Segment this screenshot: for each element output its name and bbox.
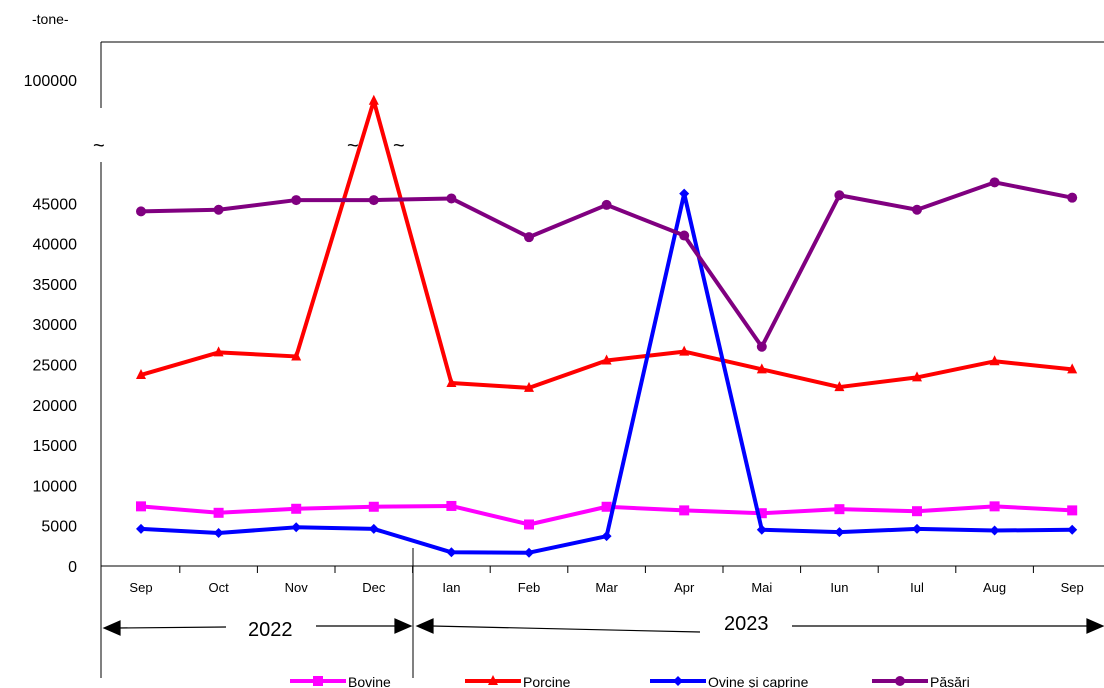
y-tick-label: 15000 [33, 438, 78, 455]
x-tick-label: Dec [362, 580, 386, 595]
legend: Bovine Porcine Ovine și caprine Păsări [290, 674, 970, 688]
year-label-2022: 2022 [248, 619, 293, 641]
data-point-marker [912, 371, 922, 382]
data-point-marker [1067, 524, 1078, 535]
data-point-marker [136, 523, 146, 534]
y-tick-group: 0 5000 10000 15000 20000 25000 30000 35000 40000… [24, 73, 77, 576]
legend-label: Porcine [523, 674, 571, 688]
year-arrows [102, 618, 1104, 636]
data-point-marker [446, 500, 457, 511]
data-point-marker [446, 193, 457, 204]
data-point-marker [446, 547, 457, 558]
series-group [136, 94, 1078, 558]
data-point-marker [834, 504, 845, 515]
data-point-marker [756, 363, 767, 374]
data-point-marker [989, 501, 1000, 512]
data-point-marker [136, 368, 146, 379]
data-point-marker [601, 501, 612, 512]
axis-break-marker-dec-left: ~ [347, 135, 359, 157]
y-tick-label: 45000 [33, 196, 78, 213]
data-point-marker [136, 206, 146, 217]
x-tick-label: Ian [442, 580, 460, 595]
data-point-marker [524, 547, 534, 558]
x-tick-label: Oct [208, 580, 229, 595]
data-point-marker [368, 94, 379, 105]
data-point-marker [989, 177, 1000, 188]
unit-label: -tone- [32, 11, 69, 27]
y-tick-label: 35000 [33, 277, 78, 294]
y-tick-label: 20000 [33, 398, 78, 415]
series-line [140, 98, 1073, 390]
data-point-marker [524, 381, 534, 392]
data-point-marker [679, 188, 690, 199]
data-point-marker [912, 523, 922, 534]
data-point-marker [834, 381, 845, 392]
x-tick-label: Mai [751, 580, 772, 595]
data-point-marker [1067, 363, 1078, 374]
data-point-marker [213, 346, 224, 357]
x-tick-label: Sep [1061, 580, 1084, 595]
data-point-marker [213, 527, 224, 538]
year-label-2023: 2023 [724, 613, 769, 635]
data-point-marker [912, 204, 922, 215]
data-point-marker [679, 505, 690, 516]
data-point-marker [834, 190, 845, 201]
data-point-marker [601, 531, 612, 542]
data-point-marker [679, 345, 690, 356]
y-tick-label: 25000 [33, 358, 78, 375]
legend-label: Păsări [930, 674, 970, 688]
x-tick-label: Nov [285, 580, 309, 595]
data-point-marker [989, 525, 1000, 536]
y-tick-label: 30000 [33, 317, 78, 334]
y-tick-label: 100000 [24, 73, 77, 90]
data-point-marker [136, 501, 146, 512]
data-point-marker [1067, 505, 1078, 516]
data-point-marker [895, 676, 905, 686]
data-point-marker [368, 523, 379, 534]
data-point-marker [679, 230, 690, 241]
axis-break-marker-dec-right: ~ [393, 135, 405, 157]
data-point-marker [834, 527, 845, 538]
data-point-marker [213, 204, 224, 215]
data-point-marker [291, 195, 302, 206]
x-tick-label: Iun [830, 580, 848, 595]
x-tick-label: Mar [595, 580, 618, 595]
data-point-marker [756, 508, 767, 519]
data-point-marker [989, 355, 1000, 366]
x-tick-label: Apr [674, 580, 695, 595]
legend-label: Bovine [348, 674, 391, 688]
y-tick-label: 5000 [41, 519, 77, 536]
data-point-marker [912, 506, 922, 517]
data-point-marker [524, 519, 534, 530]
y-tick-label: 0 [68, 559, 77, 576]
data-point-marker [291, 522, 302, 533]
y-tick-label: 10000 [33, 478, 78, 495]
x-tick-label: Aug [983, 580, 1006, 595]
x-tick-label: Iul [910, 580, 924, 595]
data-point-marker [368, 501, 379, 512]
data-point-marker [291, 350, 302, 361]
x-tick-label: Feb [518, 580, 540, 595]
data-point-marker [756, 341, 767, 352]
data-point-marker [368, 195, 379, 206]
data-point-marker [524, 232, 534, 243]
data-point-marker [313, 676, 323, 686]
legend-label: Ovine și caprine [708, 674, 809, 688]
data-point-marker [673, 676, 683, 686]
data-point-marker [446, 377, 457, 388]
data-point-marker [601, 199, 612, 210]
y-tick-label: 40000 [33, 237, 78, 254]
x-tick-group: Sep Oct Nov Dec Ian Feb Mar Apr Mai Iun Iul Aug Sep [129, 566, 1084, 595]
data-point-marker [488, 675, 498, 685]
data-point-marker [1067, 192, 1078, 203]
data-point-marker [291, 503, 302, 514]
data-point-marker [213, 507, 224, 518]
data-point-marker [756, 524, 767, 535]
x-tick-label: Sep [129, 580, 152, 595]
data-point-marker [601, 354, 612, 365]
axis-break-marker-left: ~ [93, 135, 105, 157]
